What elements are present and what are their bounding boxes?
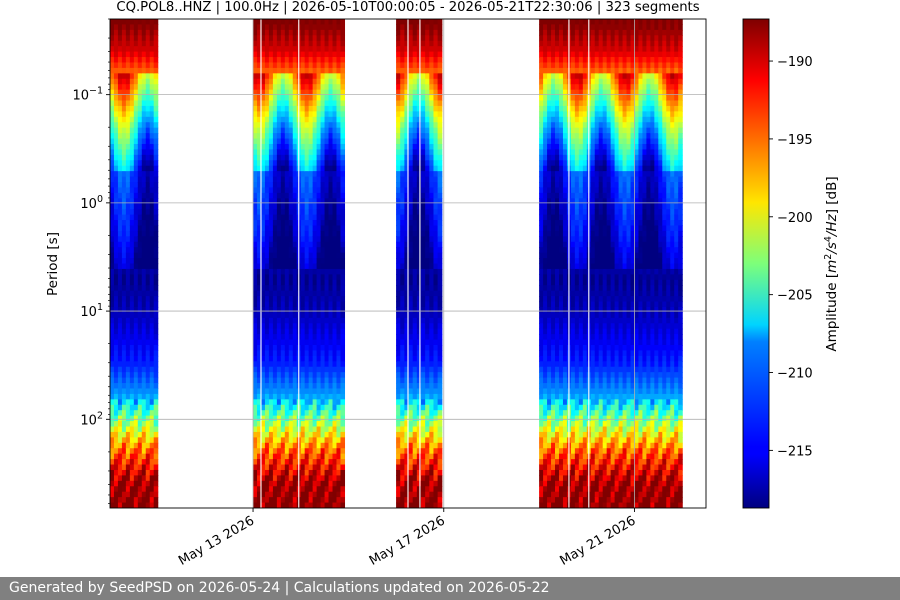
chart-title: CQ.POL8..HNZ | 100.0Hz | 2026-05-10T00:0… (116, 0, 699, 15)
x-tick-label: May 17 2026 (367, 513, 448, 568)
colorbar-tick-label: −205 (777, 289, 813, 304)
y-tick-label: 100 (80, 194, 103, 212)
y-tick-label: 102 (80, 410, 103, 428)
colorbar-tick-label: −215 (777, 444, 813, 459)
colorbar-label: Amplitude [m2/s4/Hz] [dB] (823, 176, 840, 351)
colorbar-tick-label: −190 (777, 55, 813, 70)
y-axis-label: Period [s] (45, 232, 61, 296)
psd-chart: CQ.POL8..HNZ | 100.0Hz | 2026-05-10T00:0… (45, 0, 840, 569)
grid-lines (110, 19, 706, 508)
x-axis: May 13 2026 May 17 2026 May 21 2026 (176, 508, 638, 569)
x-tick-label: May 13 2026 (176, 513, 257, 568)
y-tick-label: 101 (80, 302, 103, 320)
spectrogram-heatmap (110, 19, 683, 508)
y-tick-label: 10−1 (72, 86, 103, 104)
colorbar-tick-label: −195 (777, 133, 813, 148)
y-axis: 10−1 100 101 102 (72, 18, 110, 504)
colorbar-ticks: −190 −195 −200 −205 −210 −215 (769, 55, 813, 459)
colorbar-tick-label: −200 (777, 211, 813, 226)
colorbar (742, 18, 770, 509)
x-tick-label: May 21 2026 (558, 513, 639, 568)
colorbar-tick-label: −210 (777, 367, 813, 382)
footer-text: Generated by SeedPSD on 2026-05-24 | Cal… (9, 580, 550, 596)
footer-bar: Generated by SeedPSD on 2026-05-24 | Cal… (0, 577, 900, 600)
plot-frame (109, 18, 707, 509)
